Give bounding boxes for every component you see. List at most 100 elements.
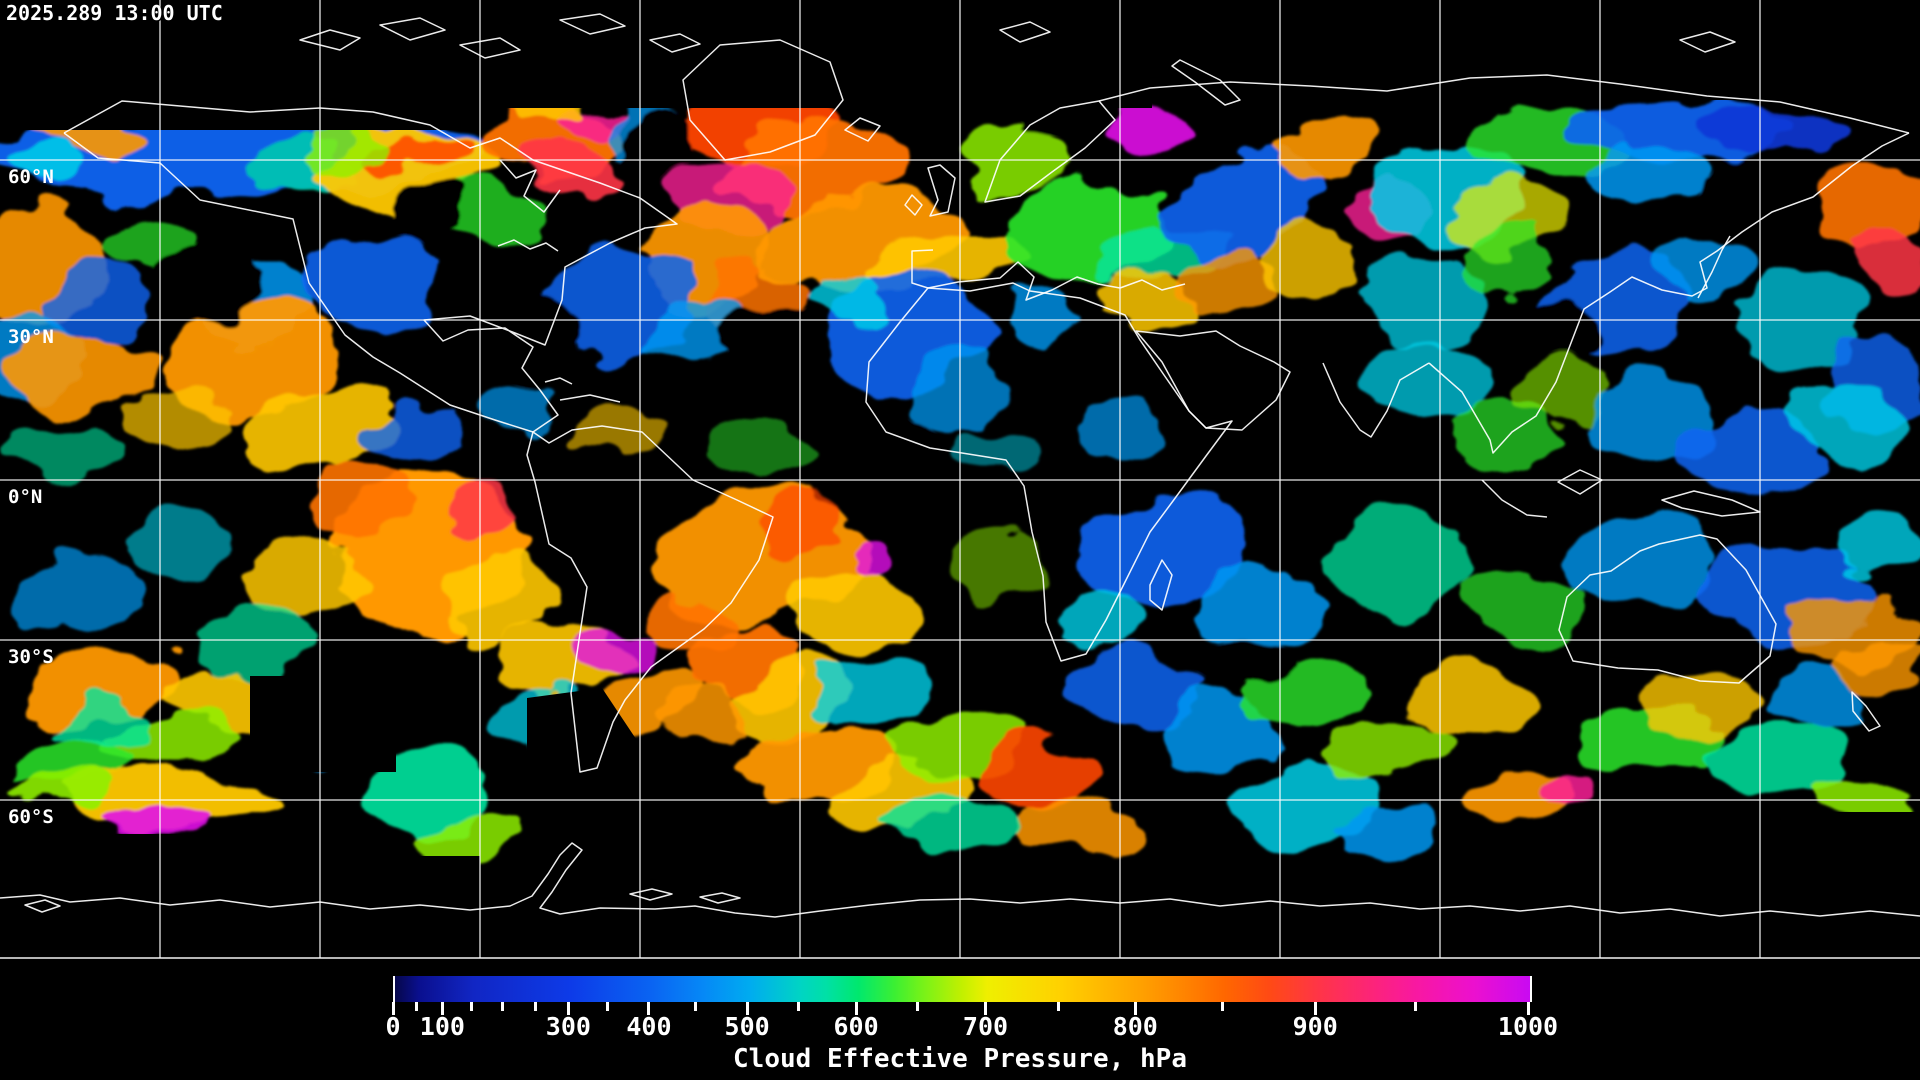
no-data-region — [480, 872, 1210, 960]
coastline — [63, 100, 678, 433]
cloud-region — [123, 394, 233, 446]
cloud-region — [1813, 163, 1920, 247]
colorbar-tick-label: 1000 — [1497, 1012, 1559, 1041]
colorbar-tick-label: 800 — [1112, 1012, 1158, 1041]
colorbar-tick-label: 400 — [626, 1012, 672, 1041]
cloud-region — [0, 422, 124, 482]
cloud-region — [8, 770, 112, 810]
coastline — [0, 842, 1920, 918]
colorbar-tick — [983, 1002, 987, 1015]
coastline — [24, 899, 61, 913]
cloud-region — [1700, 108, 1850, 156]
cloud-region — [1770, 672, 1874, 732]
colorbar-tick-label: 700 — [962, 1012, 1009, 1041]
cloud-region — [1020, 796, 1144, 848]
cloud-region — [807, 268, 897, 328]
coastline — [699, 892, 741, 904]
no-data-region — [0, 856, 480, 960]
coastline — [927, 261, 1186, 301]
latitude-labels: 60°N 30°N 0°N 30°S 60°S — [8, 166, 54, 828]
graticule-layer — [0, 0, 1920, 959]
latitude-label: 30°N — [8, 326, 54, 348]
cloud-region — [6, 145, 90, 185]
coastline — [904, 194, 923, 216]
cloud-region — [20, 552, 144, 632]
coastline — [1481, 479, 1548, 518]
cloud-region — [247, 537, 357, 627]
latitude-label: 30°S — [8, 646, 54, 668]
coastline — [984, 100, 1116, 203]
cloud-region — [1360, 257, 1484, 347]
cloud-region — [190, 607, 314, 677]
cloud-region — [1000, 296, 1080, 348]
colorbar-gradient — [393, 976, 1532, 1002]
cloud-region — [1837, 507, 1920, 577]
cloud-region — [1337, 802, 1447, 862]
coastline — [63, 132, 534, 433]
colorbar-tick — [1133, 1002, 1137, 1015]
colorbar-tick-label: 500 — [724, 1012, 770, 1041]
cloud-region — [443, 553, 553, 643]
cloud-region — [1740, 274, 1864, 370]
coastline — [629, 888, 673, 901]
cloud-region — [127, 507, 237, 577]
cloud-region — [1160, 697, 1284, 767]
cloud-region — [1650, 227, 1754, 297]
coastline — [911, 249, 934, 289]
cloud-region — [1330, 512, 1474, 612]
cloud-region — [707, 430, 817, 474]
colorbar-tick — [606, 1002, 609, 1011]
cloud-region — [1172, 147, 1318, 263]
colorbar-tick-label: 900 — [1292, 1012, 1338, 1041]
cloud-region — [850, 547, 894, 577]
cloud-region — [243, 389, 393, 475]
clear-sky-patch — [1510, 300, 1610, 360]
cloud-region — [1270, 227, 1360, 297]
colorbar-tick-label: 0 — [385, 1012, 401, 1041]
cloud-region — [369, 133, 471, 167]
cloud-region — [1517, 362, 1607, 422]
cloud-region — [1837, 636, 1920, 688]
cloud-region — [880, 795, 1024, 849]
cloud-region — [307, 231, 437, 333]
colorbar-tick-label: 600 — [833, 1012, 879, 1041]
cloud-region — [910, 350, 1006, 430]
coastline — [649, 33, 701, 53]
cloud-region — [1047, 592, 1157, 652]
coastline — [927, 164, 956, 217]
cloud-region — [1640, 672, 1764, 732]
colorbar-tick — [1526, 1002, 1530, 1015]
latitude-label: 0°N — [8, 486, 42, 508]
cloud-region — [1060, 652, 1204, 732]
coastline — [844, 117, 881, 142]
cloud-region — [442, 484, 514, 528]
clear-sky-patch — [1692, 160, 1772, 204]
cloud-region — [1810, 772, 1914, 812]
cloud-region — [1410, 667, 1534, 737]
colorbar-tick — [1056, 1002, 1060, 1011]
colorbar-tick — [1221, 1002, 1225, 1011]
cloud-region — [367, 400, 477, 464]
coastline — [499, 159, 561, 213]
cloud-region — [1077, 402, 1167, 462]
cloud-region — [1177, 247, 1287, 317]
cloud-region — [977, 737, 1087, 807]
colorbar-tick — [391, 1002, 395, 1015]
coastline — [999, 21, 1051, 43]
colorbar-tick-label: 100 — [419, 1012, 465, 1041]
coastline — [559, 394, 621, 403]
latitude-label: 60°N — [8, 166, 54, 188]
coastline — [1697, 235, 1731, 299]
cloud-region — [307, 466, 417, 538]
clear-sky-patch — [160, 240, 264, 324]
coastline — [1135, 330, 1291, 431]
colorbar-tick — [1313, 1002, 1317, 1015]
no-data-region — [1210, 868, 1558, 960]
world-map: 60°N 30°N 0°N 30°S 60°S — [0, 0, 1920, 960]
cloud-region — [1104, 106, 1188, 154]
cloud-region — [18, 644, 182, 720]
colorbar-tick — [693, 1002, 697, 1011]
coastline — [379, 17, 446, 41]
coastline-layer — [0, 13, 1920, 918]
